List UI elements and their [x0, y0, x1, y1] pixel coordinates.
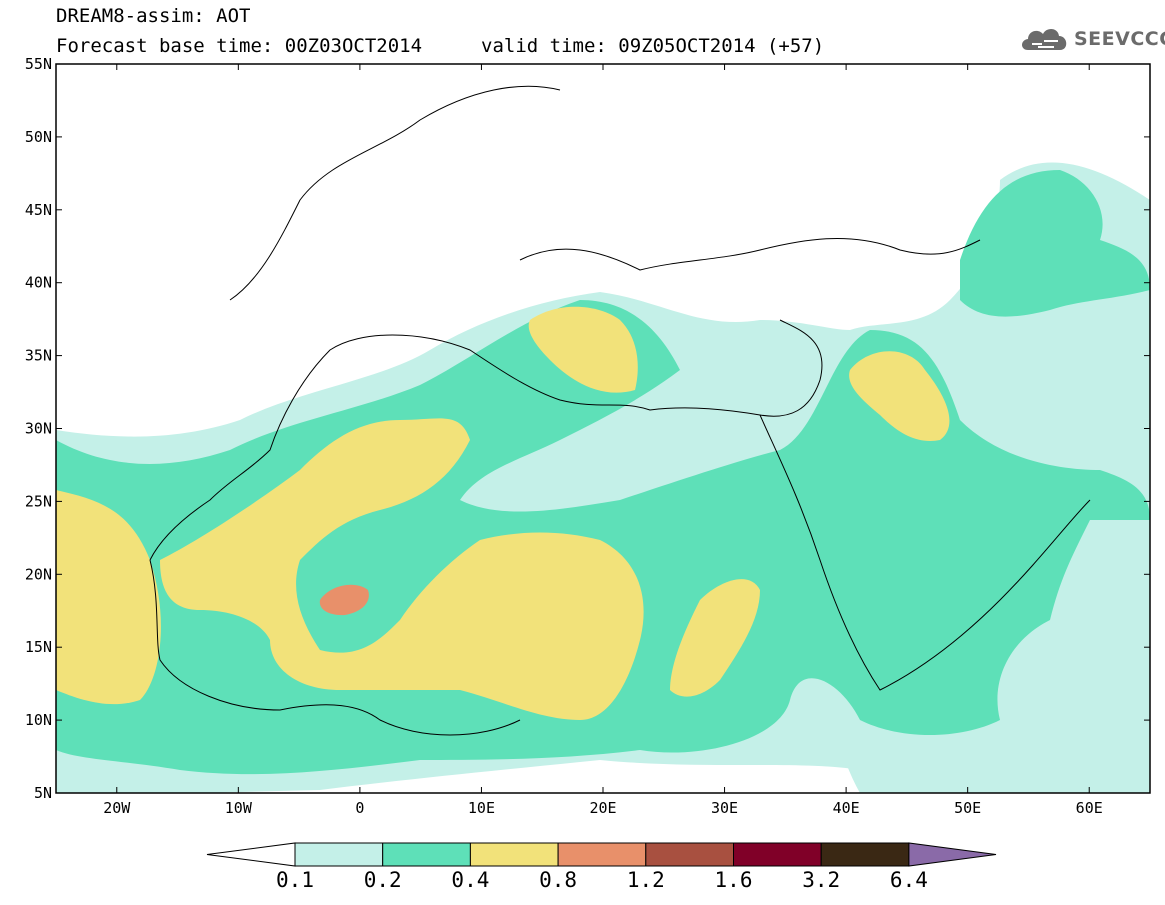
- aot-field-0.4: [670, 579, 760, 697]
- lat-tick-label: 55N: [25, 55, 52, 73]
- colorbar-under-arrow: [206, 842, 296, 867]
- lon-tick-label: 30E: [711, 799, 738, 817]
- colorbar-level-label: 1.6: [714, 868, 753, 892]
- aot-field-0.4: [160, 418, 644, 720]
- aot-field-0.4: [528, 306, 638, 393]
- colorbar-segment: [820, 842, 910, 867]
- colorbar-level-label: 3.2: [802, 868, 841, 892]
- lon-tick-label: 20W: [103, 799, 131, 817]
- cloud-icon: [1022, 28, 1067, 50]
- coastline: [229, 85, 561, 301]
- longitude-axis: 20W 10W 0 10E 20E 30E 40E 50E 60E: [103, 64, 1103, 817]
- aot-field-0.4: [56, 490, 161, 705]
- colorbar-over-arrow: [908, 842, 997, 867]
- colorbar-segment: [294, 842, 384, 867]
- lat-tick-label: 10N: [25, 711, 52, 729]
- colorbar-level-label: 6.4: [889, 868, 928, 892]
- lat-tick-label: 45N: [25, 201, 52, 219]
- lon-tick-label: 10E: [468, 799, 495, 817]
- lon-tick-label: 60E: [1076, 799, 1103, 817]
- lon-tick-label: 50E: [954, 799, 981, 817]
- valid-time: valid time: 09Z05OCT2014 (+57): [481, 35, 825, 57]
- lon-tick-label: 0: [355, 799, 364, 817]
- lat-tick-label: 15N: [25, 638, 52, 656]
- lat-tick-label: 5N: [34, 784, 52, 802]
- coastline: [149, 559, 521, 736]
- colorbar-level-label: 0.4: [451, 868, 490, 892]
- aot-field-0.4: [849, 351, 950, 441]
- coastline: [149, 319, 823, 561]
- lat-tick-label: 25N: [25, 492, 52, 510]
- plot-title: DREAM8-assim: AOT: [56, 5, 251, 27]
- lon-tick-label: 20E: [589, 799, 616, 817]
- coastline: [759, 414, 1091, 691]
- lat-tick-label: 35N: [25, 347, 52, 365]
- latitude-axis: 55N 50N 45N 40N 35N 30N 25N 20N 15N 10N 5N: [25, 55, 1150, 802]
- colorbar-segment: [645, 842, 734, 867]
- colorbar-level-label: 0.8: [539, 868, 578, 892]
- colorbar-level-label: 0.2: [363, 868, 402, 892]
- logo-text: SEEVCCC: [1074, 28, 1165, 50]
- lon-tick-label: 10W: [225, 799, 253, 817]
- aot-field-0.2: [960, 170, 1150, 317]
- colorbar-level-label: 0.1: [276, 868, 314, 892]
- lat-tick-label: 50N: [25, 128, 52, 146]
- lat-tick-label: 20N: [25, 565, 52, 583]
- coastlines: [149, 85, 1091, 736]
- aot-field-0.8: [319, 584, 369, 616]
- seevccc-logo: SEEVCCC: [1018, 22, 1165, 56]
- coastline: [519, 238, 981, 271]
- lat-tick-label: 30N: [25, 420, 52, 438]
- colorbar: [206, 842, 997, 867]
- colorbar-segment: [382, 842, 471, 867]
- colorbar-level-label: 1.2: [626, 868, 665, 892]
- forecast-base-time: Forecast base time: 00Z03OCT2014: [56, 35, 423, 57]
- colorbar-segment: [557, 842, 647, 867]
- colorbar-segment: [733, 842, 822, 867]
- lat-tick-label: 40N: [25, 274, 52, 292]
- aot-fields: [56, 162, 1150, 793]
- colorbar-segment: [469, 842, 559, 867]
- lon-tick-label: 40E: [833, 799, 860, 817]
